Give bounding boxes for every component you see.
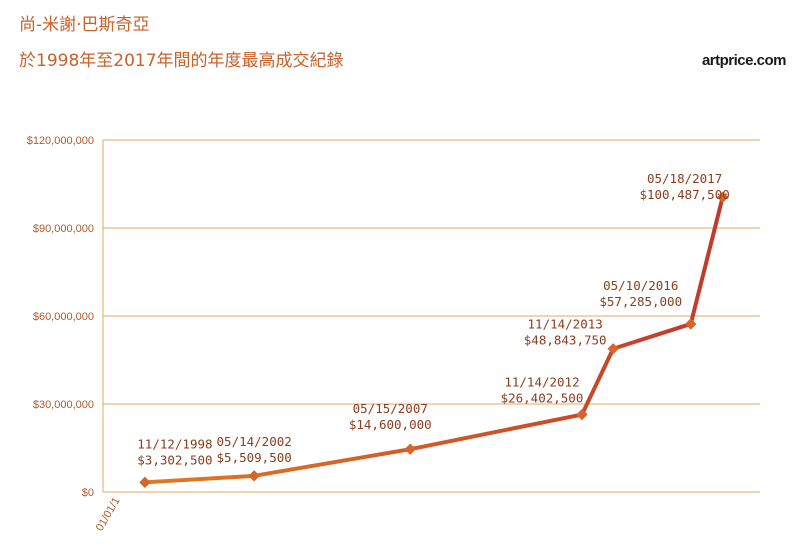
- data-label-value: $26,402,500: [501, 391, 584, 406]
- y-tick-label: $90,000,000: [33, 223, 94, 235]
- y-tick-label: $120,000,000: [27, 135, 94, 147]
- data-label-date: 11/12/1998: [137, 436, 212, 451]
- data-point-marker: [576, 408, 588, 421]
- chart-title: 尚-米謝·巴斯奇亞: [19, 15, 150, 35]
- data-label-value: $14,600,000: [349, 417, 432, 432]
- data-label-date: 11/14/2012: [504, 375, 579, 390]
- data-label-value: $48,843,750: [524, 333, 607, 348]
- data-point-marker: [716, 191, 729, 203]
- y-tick-label: $30,000,000: [33, 399, 94, 411]
- data-label-date: 05/18/2017: [647, 171, 722, 186]
- data-point-marker: [607, 343, 619, 355]
- data-label-value: $5,509,500: [217, 450, 292, 465]
- data-point-marker: [248, 470, 260, 482]
- chart-subtitle: 於1998年至2017年間的年度最高成交紀錄: [19, 51, 344, 71]
- data-label-date: 05/15/2007: [353, 401, 428, 416]
- x-tick-label: 01/01/1: [94, 496, 123, 534]
- y-axis: $0 $30,000,000 $60,000,000 $90,000,000 $120,…: [27, 135, 94, 499]
- y-tick-label: $60,000,000: [33, 311, 94, 323]
- data-label-date: 05/14/2002: [217, 434, 292, 449]
- data-label-value: $57,285,000: [599, 294, 682, 309]
- data-point-marker: [404, 443, 416, 455]
- y-tick-label: $0: [82, 487, 94, 499]
- data-point-marker: [685, 318, 697, 330]
- grid-lines: [102, 139, 760, 493]
- x-axis: 01/01/1: [94, 496, 123, 534]
- artprice-logo: artprice.com: [701, 52, 787, 69]
- data-point-marker: [139, 476, 151, 488]
- data-label-date: 05/10/2016: [603, 278, 678, 293]
- data-labels: 11/12/1998$3,302,500 05/14/2002$5,509,500…: [137, 171, 729, 467]
- data-label-value: $3,302,500: [137, 452, 212, 467]
- price-series: [139, 191, 729, 488]
- data-label-date: 11/14/2013: [528, 317, 603, 332]
- data-label-value: $100,487,500: [639, 187, 729, 202]
